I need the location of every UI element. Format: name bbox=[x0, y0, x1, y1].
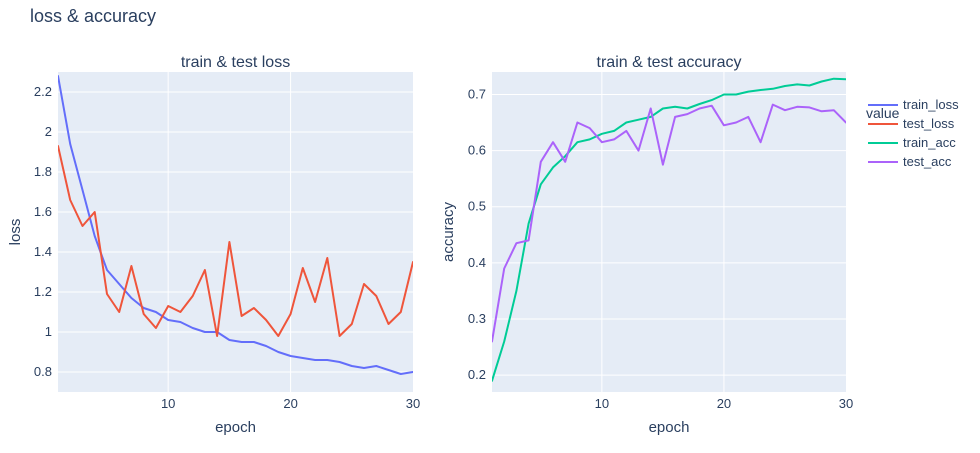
loss-tick-labels: 10 20 30 0.8 1 1.2 1.4 1.6 1.8 2 2.2 bbox=[34, 84, 420, 411]
loss-gridlines bbox=[58, 72, 413, 392]
legend: value train_loss test_loss train_acc test_a… bbox=[866, 97, 959, 169]
loss-y-tick-label: 1.4 bbox=[34, 244, 52, 259]
legend-label-test-loss[interactable]: test_loss bbox=[903, 116, 955, 131]
loss-series-lines bbox=[58, 75, 413, 375]
accuracy-y-tick-label: 0.5 bbox=[468, 199, 486, 214]
legend-label-test-acc[interactable]: test_acc bbox=[903, 154, 952, 169]
accuracy-y-tick-label: 0.2 bbox=[468, 367, 486, 382]
loss-y-tick-label: 2.2 bbox=[34, 84, 52, 99]
series-line-train-acc bbox=[492, 77, 846, 382]
legend-label-train-acc[interactable]: train_acc bbox=[903, 135, 956, 150]
legend-label-train-loss[interactable]: train_loss bbox=[903, 97, 959, 112]
series-line-test-acc bbox=[492, 103, 846, 343]
series-line-test-loss bbox=[58, 145, 413, 337]
accuracy-y-tick-label: 0.4 bbox=[468, 255, 486, 270]
accuracy-plot-area bbox=[492, 72, 846, 392]
accuracy-x-axis-title: epoch bbox=[649, 419, 690, 436]
loss-x-tick-label: 30 bbox=[406, 396, 420, 411]
loss-x-tick-label: 10 bbox=[161, 396, 175, 411]
loss-x-axis-title: epoch bbox=[215, 419, 256, 436]
accuracy-subplot: 10 20 30 0.2 0.3 0.4 0.5 0.6 0.7 train & test ac… bbox=[440, 54, 853, 436]
series-line-train-loss bbox=[58, 75, 413, 375]
loss-y-axis-title: loss bbox=[7, 219, 24, 246]
loss-plot-area bbox=[58, 72, 413, 392]
loss-subplot: 10 20 30 0.8 1 1.2 1.4 1.6 1.8 2 2.2 train & test … bbox=[7, 54, 420, 436]
loss-x-tick-label: 20 bbox=[283, 396, 297, 411]
accuracy-y-tick-label: 0.3 bbox=[468, 311, 486, 326]
legend-items: train_loss test_loss train_acc test_acc bbox=[868, 97, 959, 169]
accuracy-x-tick-label: 20 bbox=[717, 396, 731, 411]
accuracy-y-tick-label: 0.7 bbox=[468, 86, 486, 101]
accuracy-subplot-title: train & test accuracy bbox=[597, 54, 742, 71]
accuracy-x-tick-label: 30 bbox=[839, 396, 853, 411]
loss-y-tick-label: 0.8 bbox=[34, 364, 52, 379]
loss-y-tick-label: 2 bbox=[45, 124, 52, 139]
loss-y-tick-label: 1.8 bbox=[34, 164, 52, 179]
loss-y-tick-label: 1.2 bbox=[34, 284, 52, 299]
figure-title: loss & accuracy bbox=[30, 6, 156, 26]
accuracy-x-tick-label: 10 bbox=[595, 396, 609, 411]
loss-y-tick-label: 1.6 bbox=[34, 204, 52, 219]
accuracy-y-axis-title: accuracy bbox=[440, 201, 457, 262]
loss-y-tick-label: 1 bbox=[45, 324, 52, 339]
accuracy-series-lines bbox=[492, 77, 846, 382]
legend-title: value bbox=[866, 105, 900, 121]
accuracy-y-tick-label: 0.6 bbox=[468, 143, 486, 158]
accuracy-tick-labels: 10 20 30 0.2 0.3 0.4 0.5 0.6 0.7 bbox=[468, 86, 853, 411]
loss-subplot-title: train & test loss bbox=[181, 54, 290, 71]
